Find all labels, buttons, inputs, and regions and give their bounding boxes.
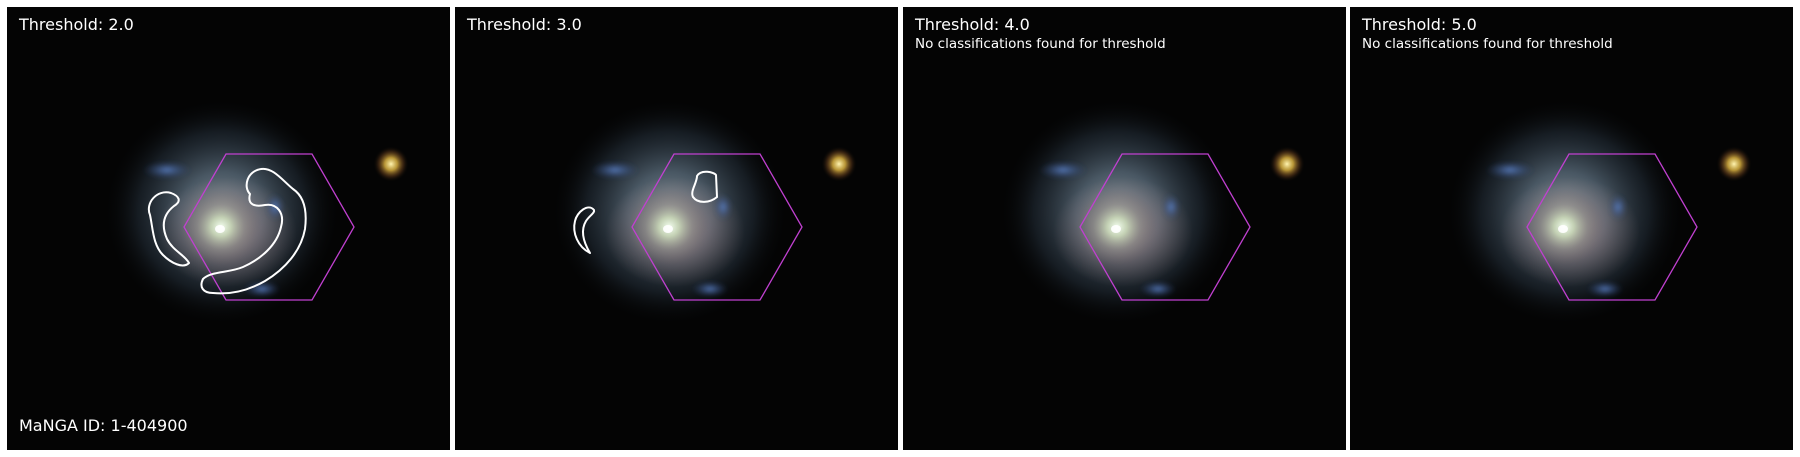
- ifu-hexagon: [183, 153, 355, 301]
- galaxy-nucleus: [663, 225, 673, 233]
- galaxy-image: [455, 7, 898, 450]
- foreground-star: [1716, 146, 1752, 182]
- threshold-label: Threshold: 5.0: [1362, 15, 1477, 34]
- blue-knot: [1039, 161, 1087, 179]
- ifu-hexagon: [631, 153, 803, 301]
- no-classifications-note: No classifications found for threshold: [915, 36, 1166, 52]
- galaxy-image: [1350, 7, 1793, 450]
- blue-knot: [692, 281, 728, 297]
- blue-knot: [1587, 281, 1623, 297]
- blue-knot: [714, 194, 732, 220]
- contour-line: [147, 191, 190, 267]
- threshold-label: Threshold: 4.0: [915, 15, 1030, 34]
- panel-threshold-4: Threshold: 4.0 No classifications found …: [903, 7, 1346, 450]
- threshold-label: Threshold: 2.0: [19, 15, 134, 34]
- galaxy-nucleus: [215, 225, 225, 233]
- blue-knot: [1486, 161, 1534, 179]
- threshold-label: Threshold: 3.0: [467, 15, 582, 34]
- panel-threshold-2: Threshold: 2.0 MaNGA ID: 1-404900: [7, 7, 450, 450]
- blue-knot: [1162, 194, 1180, 220]
- classification-contours: [573, 170, 718, 254]
- ifu-hexagon: [1526, 153, 1698, 301]
- no-classifications-note: No classifications found for threshold: [1362, 36, 1613, 52]
- galaxy-image: [903, 7, 1346, 450]
- foreground-star: [373, 146, 409, 182]
- blue-knot: [143, 161, 191, 179]
- classification-contours: [147, 167, 307, 295]
- contour-line: [200, 167, 307, 295]
- panel-threshold-3: Threshold: 3.0: [455, 7, 898, 450]
- contour-line: [691, 170, 718, 203]
- blue-knot: [244, 281, 280, 297]
- blue-knot: [591, 161, 639, 179]
- galaxy-nucleus: [1111, 225, 1121, 233]
- manga-id-label: MaNGA ID: 1-404900: [19, 416, 188, 435]
- panel-threshold-5: Threshold: 5.0 No classifications found …: [1350, 7, 1793, 450]
- blue-knot: [1140, 281, 1176, 297]
- contour-line: [573, 206, 596, 254]
- blue-knot: [1609, 194, 1627, 220]
- foreground-star: [821, 146, 857, 182]
- galaxy-image: [7, 7, 450, 450]
- foreground-star: [1269, 146, 1305, 182]
- ifu-hexagon: [1079, 153, 1251, 301]
- galaxy-nucleus: [1558, 225, 1568, 233]
